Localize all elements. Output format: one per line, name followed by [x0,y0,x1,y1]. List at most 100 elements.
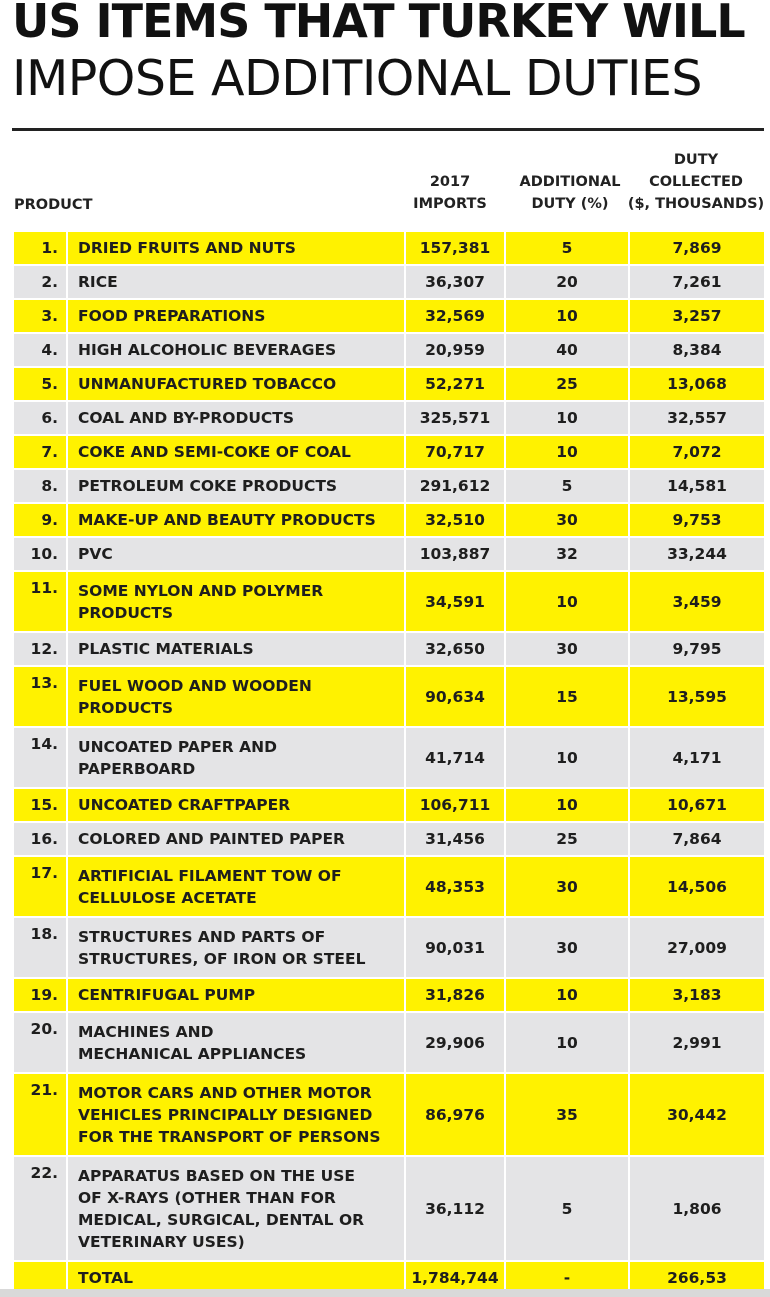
row-number: 20. [12,1011,68,1074]
product-name-line: OF X-RAYS (OTHER THAN FOR [78,1188,336,1207]
product-name: FUEL WOOD AND WOODEN PRODUCTS [66,665,406,728]
duty-collected-value: 7,072 [628,434,766,470]
product-name: FOOD PREPARATIONS [66,298,406,334]
product-name: UNMANUFACTURED TOBACCO [66,366,406,402]
header-collected-line: DUTY [673,152,719,168]
product-name-line: APPARATUS BASED ON THE USE [78,1166,355,1185]
row-number: 19. [12,977,68,1013]
row-number: 4. [12,332,68,368]
row-number: 2. [12,264,68,300]
duty-percent: 10 [504,726,630,789]
table-row: 9. MAKE-UP AND BEAUTY PRODUCTS 32,510 30 9,7… [12,502,766,538]
product-name-line: CELLULOSE ACETATE [78,888,257,907]
product-name-line: MEDICAL, SURGICAL, DENTAL OR [78,1210,365,1229]
duty-collected-value: 13,595 [628,665,766,728]
product-name-line: FOR THE TRANSPORT OF PERSONS [78,1127,381,1146]
product-name-line: VEHICLES PRINCIPALLY DESIGNED [78,1105,373,1124]
duty-percent: 10 [504,298,630,334]
duty-collected-value: 2,991 [628,1011,766,1074]
duty-collected-value: 8,384 [628,332,766,368]
header-collected-line: COLLECTED [649,174,743,190]
header-imports-line: 2017 [429,174,471,190]
table-row: 7. COKE AND SEMI-COKE OF COAL 70,717 10 7,07… [12,434,766,470]
imports-value: 29,906 [404,1011,506,1074]
product-name-line: MAKE-UP AND BEAUTY PRODUCTS [78,511,376,529]
header-duty-collected: DUTY COLLECTED ($, THOUSANDS) [624,149,768,215]
product-name: MACHINES AND MECHANICAL APPLIANCES [66,1011,406,1074]
row-number: 17. [12,855,68,918]
duty-collected-value: 13,068 [628,366,766,402]
imports-value: 36,112 [404,1155,506,1262]
product-name-line: STRUCTURES AND PARTS OF [78,927,326,946]
imports-value: 90,031 [404,916,506,979]
product-name-line: MOTOR CARS AND OTHER MOTOR [78,1083,372,1102]
duty-collected-value: 30,442 [628,1072,766,1157]
product-name: UNCOATED PAPER AND PAPERBOARD [66,726,406,789]
row-number: 6. [12,400,68,436]
header-collected-line: ($, THOUSANDS) [627,196,765,212]
table-row: 1. DRIED FRUITS AND NUTS 157,381 5 7,869 [12,230,766,266]
product-name: ARTIFICIAL FILAMENT TOW OF CELLULOSE ACET… [66,855,406,918]
table-row: 20. MACHINES AND MECHANICAL APPLIANCES 29,9… [12,1011,766,1074]
row-number: 22. [12,1155,68,1262]
product-name: DRIED FRUITS AND NUTS [66,230,406,266]
table-row: 2. RICE 36,307 20 7,261 [12,264,766,300]
imports-value: 31,826 [404,977,506,1013]
duty-percent: 10 [504,1011,630,1074]
row-number: 18. [12,916,68,979]
product-name: UNCOATED CRAFTPAPER [66,787,406,823]
duty-collected-value: 7,869 [628,230,766,266]
product-name: PETROLEUM COKE PRODUCTS [66,468,406,504]
duty-percent: 10 [504,977,630,1013]
table-row: 16. COLORED AND PAINTED PAPER 31,456 25 7,86… [12,821,766,857]
product-name: COLORED AND PAINTED PAPER [66,821,406,857]
product-name-line: MACHINES AND [78,1022,214,1041]
header-duty-line: ADDITIONAL [519,174,621,190]
duty-collected-value: 4,171 [628,726,766,789]
product-name: PVC [66,536,406,572]
header-duty-line: DUTY (%) [531,196,609,212]
duty-percent: 40 [504,332,630,368]
bottom-scroll-strip [0,1289,770,1297]
duty-percent: 32 [504,536,630,572]
table-row: 10. PVC 103,887 32 33,244 [12,536,766,572]
header-additional-duty: ADDITIONAL DUTY (%) [512,171,628,215]
imports-value: 103,887 [404,536,506,572]
product-name-line: MECHANICAL APPLIANCES [78,1044,307,1063]
product-name-line: FOOD PREPARATIONS [78,307,266,325]
table-row: 4. HIGH ALCOHOLIC BEVERAGES 20,959 40 8,384 [12,332,766,368]
imports-value: 36,307 [404,264,506,300]
imports-value: 20,959 [404,332,506,368]
row-number: 7. [12,434,68,470]
product-name-line: UNCOATED CRAFTPAPER [78,796,291,814]
duty-percent: 30 [504,855,630,918]
product-name-line: COAL AND BY-PRODUCTS [78,409,295,427]
product-name: COKE AND SEMI-COKE OF COAL [66,434,406,470]
product-name: CENTRIFUGAL PUMP [66,977,406,1013]
imports-value: 32,569 [404,298,506,334]
product-name-line: STRUCTURES, OF IRON OR STEEL [78,949,366,968]
duty-collected-value: 3,183 [628,977,766,1013]
duty-collected-value: 9,795 [628,631,766,667]
imports-value: 86,976 [404,1072,506,1157]
product-name-line: PAPERBOARD [78,759,196,778]
product-name-line: SOME NYLON AND POLYMER [78,581,324,600]
imports-value: 52,271 [404,366,506,402]
duty-collected-value: 1,806 [628,1155,766,1262]
duty-percent: 10 [504,400,630,436]
product-name: APPARATUS BASED ON THE USE OF X-RAYS (OTH… [66,1155,406,1262]
table-row: 14. UNCOATED PAPER AND PAPERBOARD 41,714 10 4… [12,726,766,789]
product-name: STRUCTURES AND PARTS OF STRUCTURES, OF IR… [66,916,406,979]
imports-value: 34,591 [404,570,506,633]
table-row: 22. APPARATUS BASED ON THE USE OF X-RAYS (… [12,1155,766,1262]
duty-percent: 10 [504,570,630,633]
table-row: 17. ARTIFICIAL FILAMENT TOW OF CELLULOSE A… [12,855,766,918]
imports-value: 32,510 [404,502,506,538]
duty-percent: 20 [504,264,630,300]
title-divider [12,128,764,131]
row-number: 13. [12,665,68,728]
imports-value: 48,353 [404,855,506,918]
product-name: SOME NYLON AND POLYMER PRODUCTS [66,570,406,633]
duty-collected-value: 33,244 [628,536,766,572]
row-number: 10. [12,536,68,572]
